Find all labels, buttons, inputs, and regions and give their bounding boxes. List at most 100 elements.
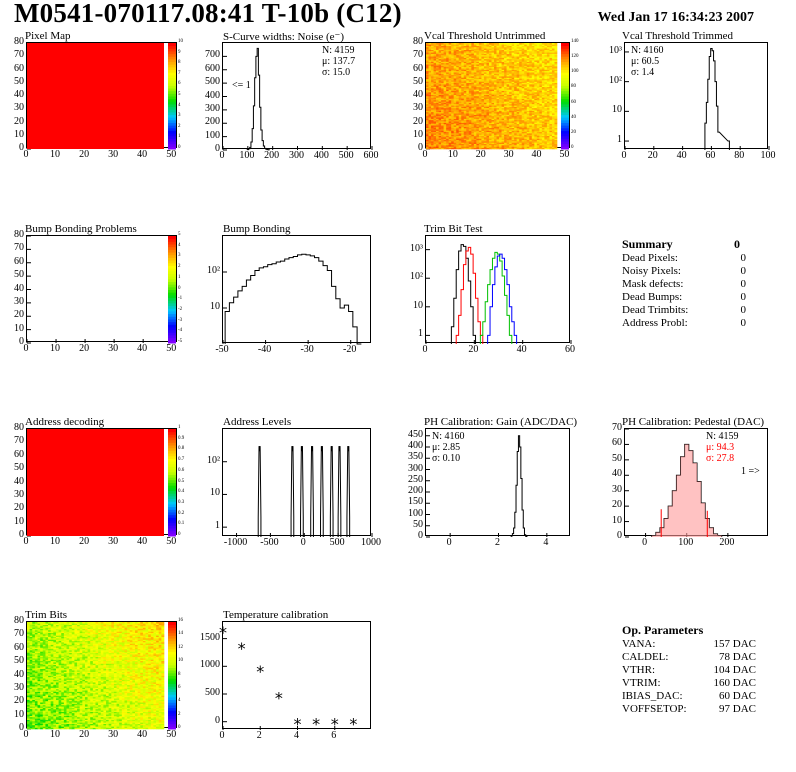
colorbar-segment bbox=[168, 61, 176, 65]
heatmap-cell bbox=[491, 73, 495, 76]
heatmap-cell bbox=[521, 50, 525, 53]
heatmap-cell bbox=[536, 134, 540, 137]
heatmap-cell bbox=[509, 80, 512, 82]
heatmap-cell bbox=[496, 56, 500, 58]
heatmap-cell bbox=[521, 64, 525, 66]
heatmap-cell bbox=[468, 113, 472, 115]
heatmap-cell bbox=[29, 668, 33, 671]
heatmap-cell bbox=[491, 107, 495, 110]
heatmap-cell bbox=[539, 103, 543, 106]
heatmap-cell bbox=[458, 45, 462, 48]
heatmap-cell bbox=[29, 700, 33, 703]
heatmap-cell bbox=[426, 105, 429, 107]
heatmap-cell bbox=[541, 56, 545, 58]
heatmap-cell bbox=[549, 141, 553, 143]
heatmap-cell bbox=[494, 78, 497, 81]
heatmap-cell bbox=[451, 114, 455, 117]
heatmap-cell bbox=[426, 107, 429, 110]
heatmap-cell bbox=[524, 69, 528, 72]
heatmap-cell bbox=[431, 142, 434, 144]
heatmap-cell bbox=[501, 102, 505, 105]
heatmap-cell bbox=[461, 80, 465, 82]
heatmap-cell bbox=[451, 78, 455, 81]
heatmap-cell bbox=[534, 77, 538, 80]
heatmap-cell bbox=[519, 119, 523, 122]
heatmap-cell bbox=[29, 659, 33, 662]
heatmap-cell bbox=[448, 64, 452, 66]
heatmap-cell bbox=[34, 704, 38, 707]
heatmap-cell bbox=[494, 80, 497, 82]
heatmap-cell bbox=[531, 46, 535, 49]
heatmap-cell bbox=[431, 121, 434, 123]
heatmap-cell bbox=[451, 93, 455, 95]
heatmap-cell bbox=[539, 65, 543, 68]
plot-canvas bbox=[625, 428, 729, 538]
colorbar-segment bbox=[168, 252, 176, 256]
heatmap-cell bbox=[539, 62, 543, 65]
heatmap-cell bbox=[534, 115, 538, 118]
heatmap-cell bbox=[471, 49, 475, 52]
heatmap-cell bbox=[40, 719, 44, 722]
heatmap-cell bbox=[501, 81, 505, 84]
heatmap-cell bbox=[478, 98, 482, 101]
heatmap-cell bbox=[554, 115, 558, 118]
heatmap-cell bbox=[446, 60, 449, 62]
heatmap-cell bbox=[461, 147, 465, 150]
heatmap-cell bbox=[451, 121, 455, 123]
heatmap-cell bbox=[494, 85, 497, 88]
heatmap-cell bbox=[514, 68, 517, 70]
heatmap-cell bbox=[473, 122, 477, 125]
heatmap-cell bbox=[443, 122, 447, 125]
heatmap-cell bbox=[519, 125, 523, 127]
heatmap-cell bbox=[549, 93, 553, 95]
heatmap-cell bbox=[496, 61, 500, 64]
heatmap-cell bbox=[481, 88, 485, 90]
heatmap-cell bbox=[488, 119, 492, 122]
heatmap-cell bbox=[526, 48, 530, 50]
heatmap-cell bbox=[491, 61, 495, 64]
heatmap-cell bbox=[551, 96, 555, 98]
heatmap-cell bbox=[34, 686, 38, 688]
heatmap-cell bbox=[453, 117, 457, 119]
heatmap-cell bbox=[431, 92, 434, 94]
heatmap-cell bbox=[501, 131, 505, 134]
heatmap-cell bbox=[534, 53, 538, 56]
heatmap-cell bbox=[29, 695, 33, 698]
heatmap-cell bbox=[441, 84, 444, 86]
heatmap-cell bbox=[511, 73, 515, 76]
heatmap-cell bbox=[431, 60, 434, 62]
heatmap-cell bbox=[471, 43, 475, 45]
heatmap-cell bbox=[499, 48, 502, 50]
heatmap-cell bbox=[461, 137, 465, 139]
heatmap-cell bbox=[463, 44, 467, 46]
heatmap-cell bbox=[37, 659, 41, 662]
heatmap-cell bbox=[494, 44, 497, 46]
heatmap-cell bbox=[519, 46, 523, 49]
heatmap-cell bbox=[511, 53, 515, 56]
heatmap-cell bbox=[468, 102, 472, 105]
heatmap-cell bbox=[511, 119, 515, 122]
colorbar-segment bbox=[168, 455, 176, 459]
heatmap-cell bbox=[34, 707, 38, 710]
heatmap-cell bbox=[536, 118, 540, 121]
heatmap-cell bbox=[496, 96, 500, 98]
heatmap-cell bbox=[461, 121, 465, 123]
heatmap-cell bbox=[436, 143, 439, 146]
heatmap-cell bbox=[446, 70, 449, 73]
heatmap-cell bbox=[529, 96, 533, 98]
heatmap-cell bbox=[27, 672, 30, 675]
heatmap-cell bbox=[433, 60, 437, 62]
heatmap-cell bbox=[516, 129, 520, 131]
heatmap-cell bbox=[468, 110, 472, 113]
heatmap-cell bbox=[534, 146, 538, 148]
heatmap-cell bbox=[488, 84, 492, 86]
heatmap-cell bbox=[514, 106, 517, 109]
heatmap-cell bbox=[554, 88, 558, 90]
heatmap-cell bbox=[491, 98, 495, 101]
heatmap-cell bbox=[483, 141, 487, 143]
heatmap-cell bbox=[516, 123, 520, 126]
heatmap-cell bbox=[483, 121, 487, 123]
heatmap-cell bbox=[448, 122, 452, 125]
heatmap-cell bbox=[478, 77, 482, 80]
heatmap-cell bbox=[488, 88, 492, 90]
